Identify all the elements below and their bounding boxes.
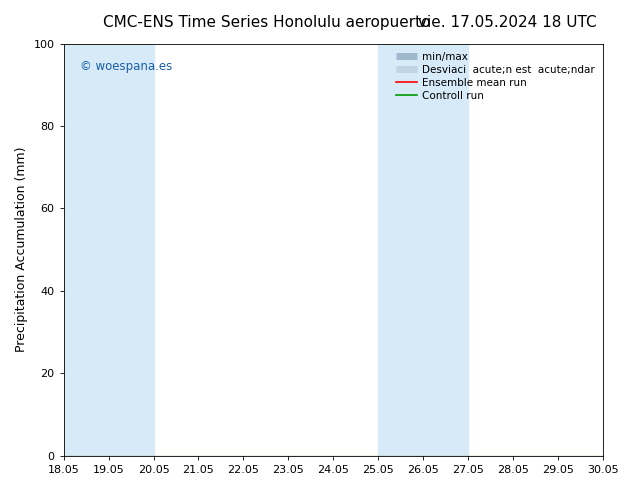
- Legend: min/max, Desviaci  acute;n est  acute;ndar, Ensemble mean run, Controll run: min/max, Desviaci acute;n est acute;ndar…: [393, 49, 598, 104]
- Bar: [63, 44, 108, 456]
- Bar: [603, 44, 634, 456]
- Bar: [108, 44, 153, 456]
- Text: CMC-ENS Time Series Honolulu aeropuerto: CMC-ENS Time Series Honolulu aeropuerto: [103, 15, 430, 30]
- Y-axis label: Precipitation Accumulation (mm): Precipitation Accumulation (mm): [15, 147, 28, 352]
- Text: vie. 17.05.2024 18 UTC: vie. 17.05.2024 18 UTC: [418, 15, 597, 30]
- Bar: [378, 44, 469, 456]
- Text: © woespana.es: © woespana.es: [80, 60, 172, 73]
